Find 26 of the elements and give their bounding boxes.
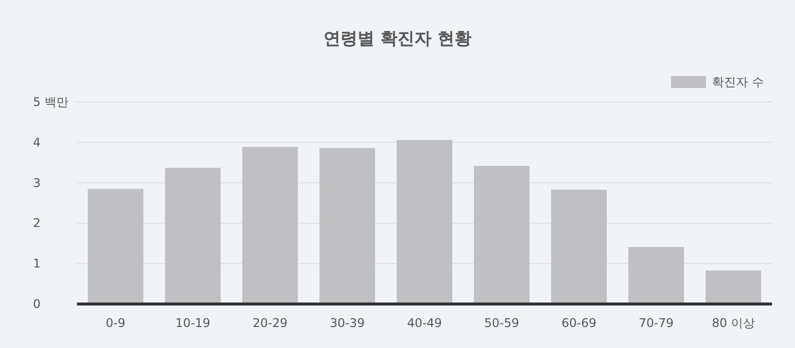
bar: [474, 166, 530, 304]
x-tick-label: 60-69: [562, 316, 596, 330]
y-tick-label: 1: [33, 256, 41, 271]
bar: [242, 146, 298, 304]
x-tick-label: 20-29: [252, 316, 288, 330]
bar: [396, 140, 452, 304]
x-tick-label: 0-9: [106, 316, 126, 330]
bar: [706, 270, 762, 304]
x-tick-label: 70-79: [638, 316, 674, 330]
x-tick-label: 30-39: [330, 316, 365, 330]
bar: [319, 148, 376, 304]
y-tick-label: 4: [33, 135, 41, 150]
chart-title: 연령별 확진자 현황: [324, 29, 472, 49]
y-tick-label: 5 백만: [33, 95, 68, 109]
x-tick-label: 40-49: [407, 316, 442, 330]
bar: [551, 190, 607, 304]
y-tick-label: 2: [33, 216, 41, 230]
bar: [88, 188, 144, 304]
y-tick-label: 3: [33, 176, 41, 190]
x-tick-label: 50-59: [484, 316, 520, 330]
x-tick-label: 10-19: [175, 316, 210, 330]
bar: [628, 247, 684, 304]
legend-label: 확진자 수: [712, 75, 764, 89]
x-tick-label: 80 이상: [712, 316, 755, 330]
y-tick-label: 0: [33, 297, 41, 311]
bar: [165, 168, 221, 304]
